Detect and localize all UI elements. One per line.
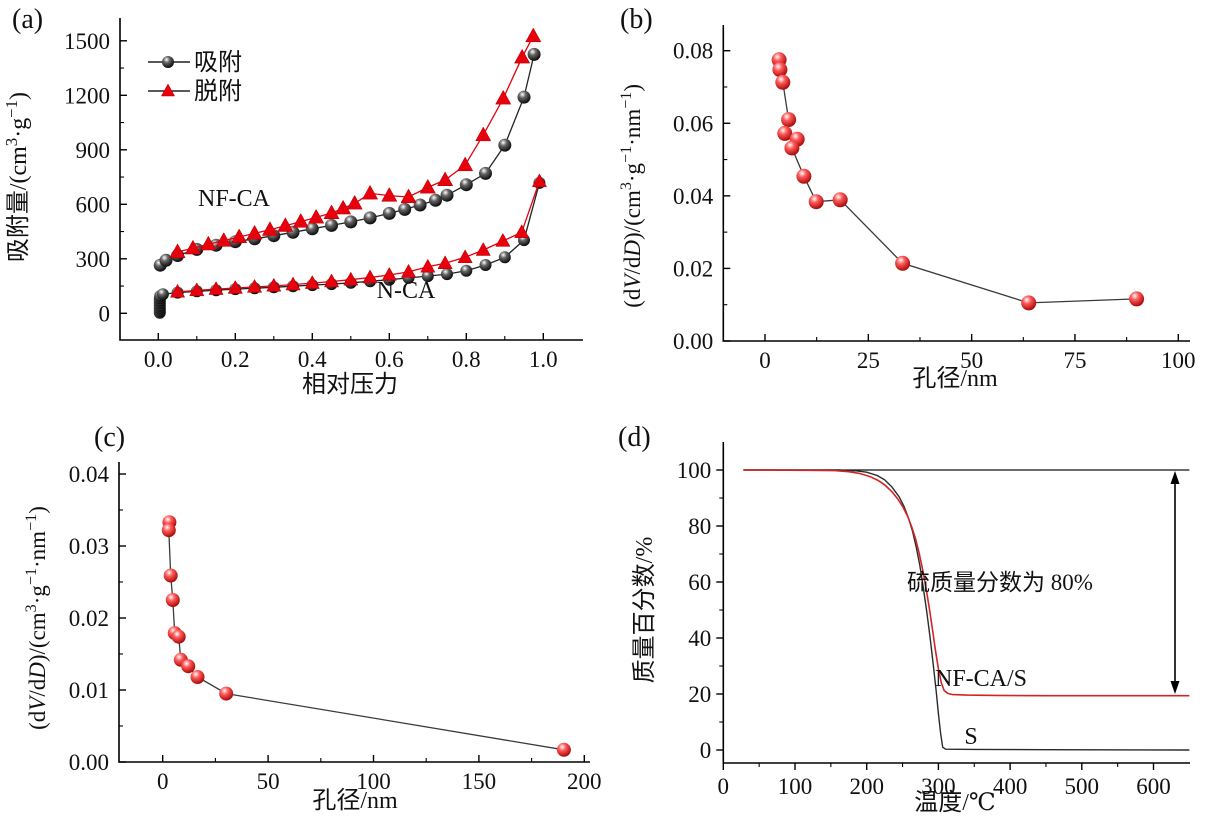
panel-b-xlabel: 孔径/nm	[912, 365, 998, 392]
panel-a-annotation-1: N-CA	[377, 278, 436, 304]
panel-a-series-3	[170, 173, 547, 298]
panel-a-xtick: 0.8	[452, 347, 481, 372]
panel-a-letter: (a)	[12, 4, 44, 35]
panel-b-ytick: 0.02	[673, 256, 713, 281]
panel-b-xtick: 75	[1063, 348, 1086, 373]
panel-d-xtick: 600	[1136, 774, 1171, 799]
panel-d-chart: 0 100 200 300 400 500 600 0 20 40 60 80 100 温度/℃ 质量百分数…	[631, 442, 1190, 816]
panel-d-ytick: 100	[677, 458, 712, 483]
panel-c-ytick: 0.04	[69, 462, 110, 487]
panel-d-xtick: 100	[778, 774, 813, 799]
panel-a-axes: 0.0 0.2 0.4 0.6 0.8 1.0 0 300 600 900 1200 1500 相对压力…	[2, 18, 583, 398]
panel-d-xtick: 0	[718, 774, 730, 799]
panel-a-xtick: 0.0	[144, 347, 173, 372]
panel-d: 0 100 200 300 400 500 600 0 20 40 60 80 100 温度/℃ 质量百分数…	[615, 418, 1231, 836]
panel-a-xtick: 0.2	[221, 347, 250, 372]
panel-d-annotation-2: S	[964, 724, 977, 750]
panel-c-axes: 0 50 100 150 200 0.00 0.01 0.02 0.03 0.04 孔径/nm (dV…	[23, 462, 602, 814]
panel-d-xlabel: 温度/℃	[914, 789, 996, 816]
legend-label: 吸附	[194, 49, 242, 76]
panel-c-xtick: 150	[462, 769, 497, 794]
panel-c-letter: (c)	[94, 422, 126, 453]
panel-a-ytick: 600	[76, 192, 111, 217]
panel-d-xtick: 500	[1065, 774, 1100, 799]
panel-c-series-0	[161, 515, 571, 757]
panel-d-xtick: 200	[849, 774, 884, 799]
panel-a-ytick: 0	[99, 301, 111, 326]
panel-d-annotation-1: NF-CA/S	[935, 666, 1027, 692]
panel-d-ytick: 60	[688, 570, 711, 595]
panel-d-xtick: 400	[993, 774, 1028, 799]
panel-b-xtick: 0	[759, 348, 771, 373]
panel-a-xtick: 0.6	[375, 347, 404, 372]
panel-d-letter: (d)	[618, 422, 651, 453]
panel-b-ytick: 0.04	[673, 184, 714, 209]
panel-b-chart: 0 25 50 75 100 0.00 0.02 0.04 0.06 0.08 孔径/nm (dV/d…	[618, 25, 1196, 392]
panel-c-ytick: 0.02	[69, 606, 109, 631]
panel-b: 0 25 50 75 100 0.00 0.02 0.04 0.06 0.08 孔径/nm (dV/d…	[615, 0, 1231, 418]
panel-a-chart: 0.0 0.2 0.4 0.6 0.8 1.0 0 300 600 900 1200 1500 相对压力…	[2, 18, 583, 398]
panel-b-xtick: 25	[857, 348, 880, 373]
panel-c-ylabel: (dV/dD)/(cm3·g−1·nm−1)	[23, 506, 50, 730]
panel-c: 0 50 100 150 200 0.00 0.01 0.02 0.03 0.04 孔径/nm (dV…	[0, 418, 615, 836]
panel-c-xlabel: 孔径/nm	[312, 787, 398, 814]
panel-c-xtick: 0	[157, 769, 169, 794]
panel-b-series-0	[771, 52, 1145, 311]
panel-d-ytick: 0	[700, 738, 712, 763]
panel-b-xtick: 100	[1161, 348, 1196, 373]
panel-d-ytick: 80	[688, 514, 711, 539]
panel-c-xtick: 50	[257, 769, 280, 794]
panel-c-chart: 0 50 100 150 200 0.00 0.01 0.02 0.03 0.04 孔径/nm (dV…	[23, 462, 602, 814]
panel-d-series-1	[743, 469, 1190, 751]
panel-b-ytick: 0.06	[673, 111, 713, 136]
panel-b-ytick: 0.08	[673, 39, 713, 64]
panel-a-ytick: 900	[76, 138, 111, 163]
panel-a-xtick: 0.4	[298, 347, 327, 372]
panel-d-series-2	[743, 469, 1190, 697]
panel-b-ytick: 0.00	[673, 329, 713, 354]
panel-d-double-arrow	[1170, 471, 1180, 694]
panel-c-ytick: 0.03	[69, 534, 109, 559]
panel-c-ytick: 0.01	[69, 678, 109, 703]
panel-a-xlabel: 相对压力	[302, 371, 398, 398]
panel-c-xtick: 200	[567, 769, 602, 794]
panel-d-ytick: 20	[688, 682, 711, 707]
panel-d-ylabel: 质量百分数/%	[631, 537, 658, 684]
panel-d-xtick: 300	[921, 774, 956, 799]
panel-c-xtick: 100	[356, 769, 391, 794]
panel-a-ylabel: 吸附量/(cm3·g−1)	[2, 92, 32, 262]
panel-a-xtick: 1.0	[529, 347, 558, 372]
panel-d-axes: 0 100 200 300 400 500 600 0 20 40 60 80 100 温度/℃ 质量百分数…	[631, 442, 1190, 816]
panel-a-ytick: 1500	[64, 29, 110, 54]
panel-b-axes: 0 25 50 75 100 0.00 0.02 0.04 0.06 0.08 孔径/nm (dV/d…	[618, 25, 1196, 392]
panel-b-xtick: 50	[960, 348, 983, 373]
panel-c-ytick: 0.00	[69, 750, 109, 775]
panel-b-letter: (b)	[620, 4, 653, 35]
panel-a: 0.0 0.2 0.4 0.6 0.8 1.0 0 300 600 900 1200 1500 相对压力…	[0, 0, 615, 418]
panel-a-annotation-0: NF-CA	[198, 186, 271, 212]
panel-a-series-1	[169, 27, 542, 258]
panel-a-ytick: 1200	[64, 83, 110, 108]
panel-a-ytick: 300	[76, 247, 111, 272]
panel-d-ytick: 40	[688, 626, 711, 651]
panel-d-annotation-0: 硫质量分数为 80%	[907, 570, 1093, 595]
legend-label: 脱附	[194, 78, 242, 105]
panel-b-ylabel: (dV/dD)/(cm3·g−1·nm−1)	[618, 84, 645, 308]
